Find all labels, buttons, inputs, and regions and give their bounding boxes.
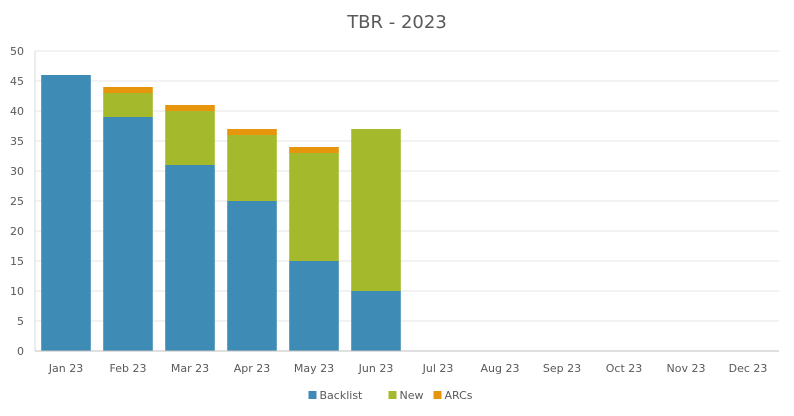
bar-new-feb-23 [103,93,153,117]
chart-title: TBR - 2023 [347,12,447,33]
legend-label-arcs: ARCs [445,389,473,402]
bar-arcs-apr-23 [227,129,277,135]
y-tick-label: 25 [10,195,24,208]
y-tick-label: 10 [10,285,24,298]
x-tick-label: Mar 23 [171,362,209,375]
y-tick-label: 0 [17,345,24,358]
legend-swatch-new [388,391,397,399]
bar-backlist-apr-23 [227,201,277,351]
bar-new-may-23 [289,153,339,261]
legend-label-new: New [400,389,424,402]
bar-new-apr-23 [227,135,277,201]
bar-backlist-feb-23 [103,117,153,351]
bar-backlist-jun-23 [351,291,401,351]
legend-swatch-arcs [433,391,442,399]
bars [41,75,401,351]
y-tick-label: 20 [10,225,24,238]
x-tick-label: May 23 [294,362,334,375]
x-tick-label: Dec 23 [729,362,768,375]
legend-swatch-backlist [308,391,317,399]
y-tick-label: 35 [10,135,24,148]
legend-label-backlist: Backlist [320,389,364,402]
x-tick-label: Jul 23 [422,362,454,375]
bar-backlist-mar-23 [165,165,215,351]
bar-backlist-jan-23 [41,75,91,351]
x-tick-label: Oct 23 [606,362,643,375]
x-tick-label: Apr 23 [234,362,271,375]
axes: 0 5 10 15 20 25 30 35 40 45 50 Jan 23 Feb 23 Mar 23 Ap… [10,45,779,375]
y-tick-label: 50 [10,45,24,58]
bar-new-mar-23 [165,111,215,165]
legend: Backlist New ARCs [308,389,473,402]
x-tick-label: Jun 23 [358,362,394,375]
y-tick-label: 30 [10,165,24,178]
bar-arcs-feb-23 [103,87,153,93]
gridlines [35,50,779,322]
x-tick-label: Aug 23 [481,362,520,375]
bar-backlist-may-23 [289,261,339,351]
bar-arcs-may-23 [289,147,339,153]
y-tick-label: 15 [10,255,24,268]
x-tick-label: Feb 23 [110,362,147,375]
bar-arcs-mar-23 [165,105,215,111]
y-tick-label: 5 [17,315,24,328]
bar-new-jun-23 [351,129,401,291]
x-tick-label: Sep 23 [543,362,581,375]
y-tick-label: 40 [10,105,24,118]
y-tick-label: 45 [10,75,24,88]
x-tick-label: Jan 23 [48,362,83,375]
x-tick-label: Nov 23 [667,362,706,375]
